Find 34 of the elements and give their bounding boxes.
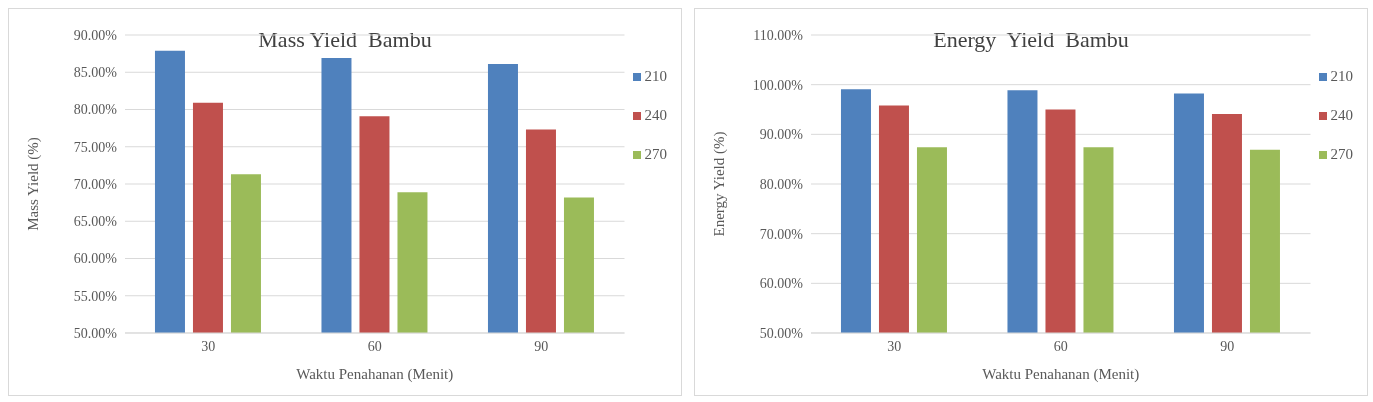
legend-label: 270 (1330, 146, 1353, 163)
x-axis-title: Waktu Penahanan (Menit) (982, 366, 1140, 383)
y-tick-label: 70.00% (759, 226, 804, 242)
y-axis-title: Energy Yield (%) (711, 131, 729, 237)
y-tick-label: 80.00% (759, 176, 804, 192)
x-tick-label: 30 (201, 338, 216, 354)
y-tick-label: 50.00% (759, 325, 804, 341)
chart-title: Mass Yield Bambu (258, 27, 432, 52)
y-tick-label: 65.00% (73, 214, 118, 230)
y-tick-label: 100.00% (752, 77, 804, 93)
y-axis-title: Mass Yield (%) (25, 137, 43, 231)
x-tick-label: 30 (887, 338, 902, 354)
y-tick-label: 70.00% (73, 176, 118, 192)
x-tick-label: 90 (534, 338, 549, 354)
y-tick-label: 60.00% (759, 276, 804, 292)
y-tick-label: 80.00% (73, 102, 118, 118)
y-tick-label: 60.00% (73, 251, 118, 267)
y-tick-label: 90.00% (73, 27, 118, 43)
legend-label: 270 (644, 146, 667, 163)
legend-label: 210 (1330, 68, 1353, 85)
y-tick-label: 75.00% (73, 139, 118, 155)
chart-title: Energy Yield Bambu (933, 27, 1129, 52)
y-tick-label: 50.00% (73, 325, 118, 341)
legend-label: 240 (1330, 107, 1353, 124)
y-tick-label: 85.00% (73, 65, 118, 81)
x-tick-label: 60 (1053, 338, 1068, 354)
legend-label: 210 (644, 68, 667, 85)
y-tick-label: 55.00% (73, 288, 118, 304)
legend-label: 240 (644, 107, 667, 124)
x-tick-label: 90 (1220, 338, 1235, 354)
y-tick-label: 90.00% (759, 127, 804, 143)
y-tick-label: 110.00% (753, 27, 804, 43)
x-tick-label: 60 (367, 338, 382, 354)
x-axis-title: Waktu Penahanan (Menit) (296, 366, 454, 383)
